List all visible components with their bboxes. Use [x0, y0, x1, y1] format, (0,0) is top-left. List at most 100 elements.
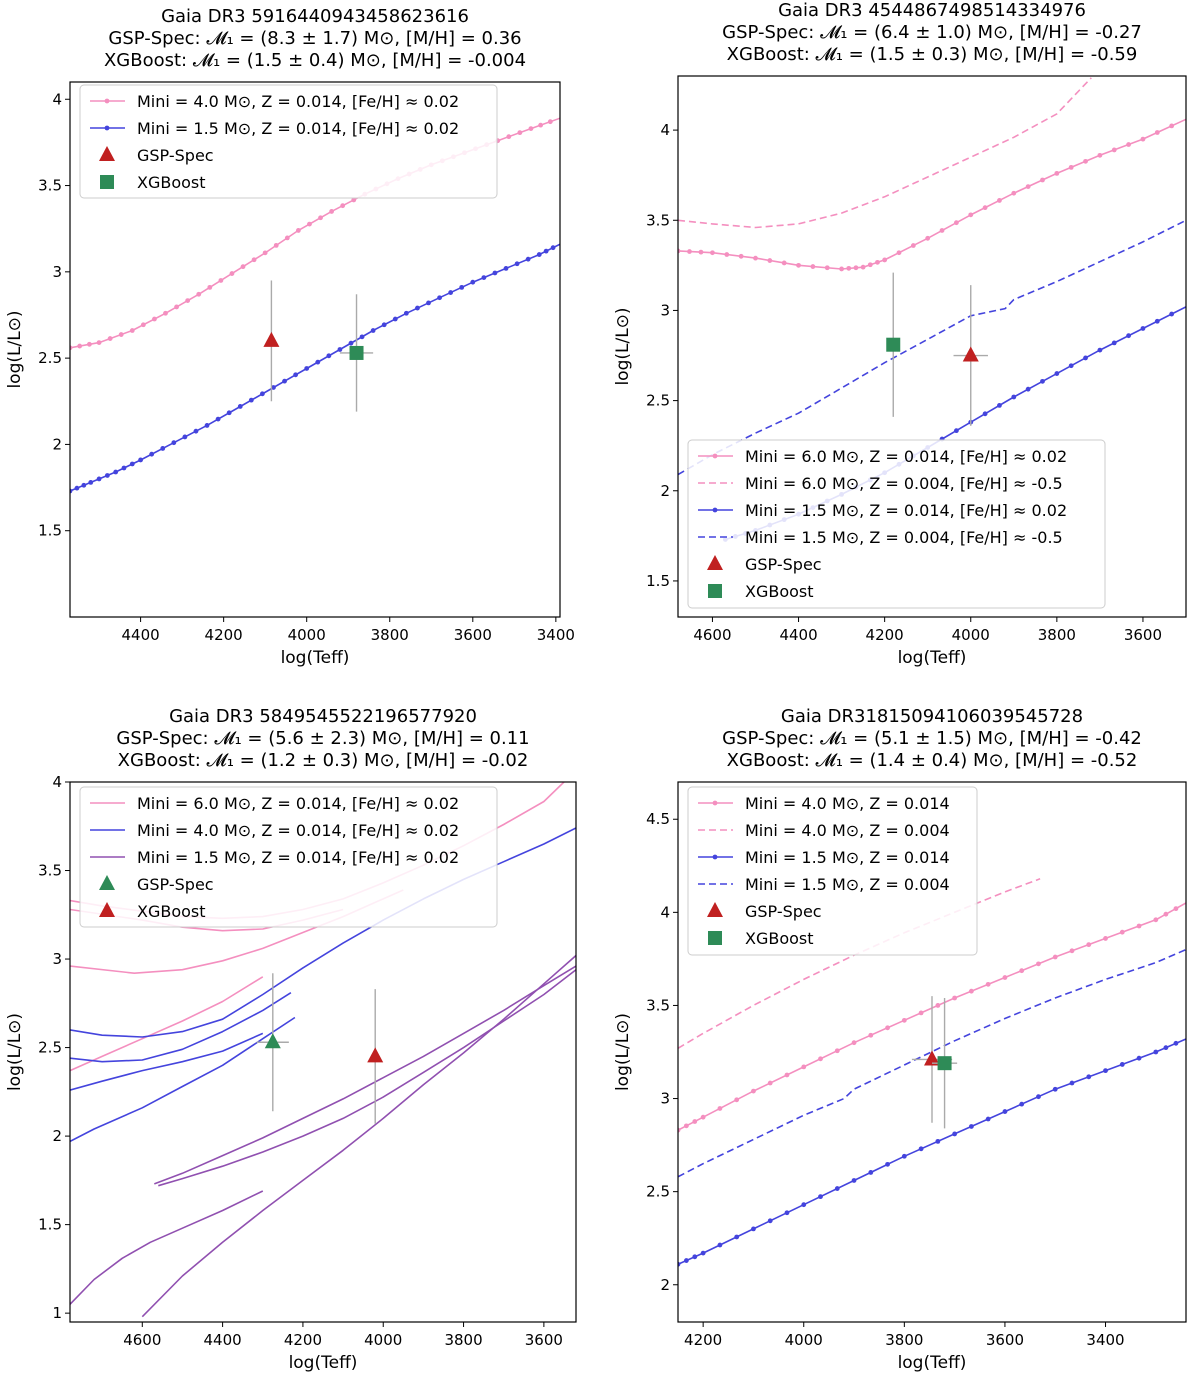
series-marker: [935, 1003, 941, 1008]
series-marker: [1169, 123, 1175, 129]
series-marker: [1036, 961, 1041, 967]
series-marker: [426, 300, 431, 306]
axes-frame: [69, 781, 577, 1323]
series-marker: [1011, 190, 1017, 196]
y-axis-label: log(L/L⊙): [5, 310, 25, 388]
y-tick-label: 1: [52, 1304, 62, 1322]
x-tick-label: 3800: [444, 1331, 482, 1349]
series-marker: [1086, 1074, 1092, 1080]
series-marker: [1054, 170, 1060, 176]
series-marker: [351, 197, 357, 203]
y-tick-label: 4.5: [646, 810, 670, 828]
legend-label: Mini = 6.0 M⊙, Z = 0.014, [Fe/H] ≈ 0.02: [745, 447, 1067, 466]
series-marker: [96, 476, 102, 482]
series-marker: [1025, 386, 1031, 392]
series-marker: [698, 249, 704, 255]
series-marker: [1163, 1045, 1169, 1051]
legend-marker: [712, 507, 718, 513]
legend-square: [708, 584, 722, 598]
series-marker: [867, 262, 873, 268]
chart-title-line: XGBoost: 𝓜₁ = (1.5 ± 0.3) M⊙, [M/H] = -0…: [727, 44, 1138, 65]
series-marker: [982, 411, 988, 417]
series-marker: [1119, 1062, 1125, 1067]
series-marker: [448, 290, 454, 295]
series-marker: [284, 235, 290, 241]
series-marker: [1086, 942, 1092, 948]
series-marker: [1103, 936, 1108, 941]
legend-square: [100, 175, 114, 189]
series-marker: [968, 1124, 974, 1129]
series-line: [678, 948, 1186, 1178]
series-marker: [751, 1226, 756, 1232]
legend-label: XGBoost: [137, 902, 206, 921]
y-tick-label: 2: [52, 435, 62, 453]
legend-triangle: [99, 146, 115, 161]
y-tick-label: 1.5: [646, 572, 670, 590]
extra-track-line: [158, 969, 576, 1187]
series-marker: [801, 1064, 807, 1070]
plot-area: [678, 878, 1186, 1267]
series-marker: [550, 245, 556, 251]
series-marker: [415, 305, 420, 311]
chart-title-line: GSP-Spec: 𝓜₁ = (5.1 ± 1.5) M⊙, [M/H] = -…: [722, 728, 1142, 749]
y-tick-label: 3.5: [38, 177, 62, 195]
series-marker: [392, 316, 398, 322]
legend-label: Mini = 1.5 M⊙, Z = 0.004, [Fe/H] ≈ -0.5: [745, 528, 1063, 547]
legend-label: Mini = 1.5 M⊙, Z = 0.014, [Fe/H] ≈ 0.02: [137, 848, 459, 867]
series-marker: [226, 410, 232, 416]
series-marker: [781, 260, 787, 266]
series-marker: [901, 1153, 907, 1159]
series-marker: [1153, 917, 1159, 923]
legend-label: Mini = 4.0 M⊙, Z = 0.004: [745, 821, 950, 840]
extra-track-line: [70, 1190, 264, 1305]
legend-triangle: [707, 555, 723, 570]
chart-title-line: Gaia DR3 5849545522196577920: [169, 706, 477, 727]
point-triangle: [962, 346, 979, 362]
series-marker: [925, 235, 931, 241]
series-marker: [196, 291, 202, 297]
series-marker: [1103, 1068, 1108, 1074]
x-tick-label: 4000: [952, 626, 990, 644]
series-marker: [1111, 147, 1117, 153]
x-tick-label: 3600: [454, 626, 492, 644]
x-axis-label: log(Teff): [289, 1353, 358, 1373]
legend: Mini = 6.0 M⊙, Z = 0.014, [Fe/H] ≈ 0.02 M…: [687, 439, 1106, 609]
series-line: [678, 1038, 1186, 1266]
series-marker: [751, 1088, 756, 1094]
series-marker: [152, 316, 157, 322]
y-axis-label: log(L/L⊙): [5, 1013, 25, 1091]
series-marker: [514, 261, 520, 267]
legend-triangle: [99, 875, 115, 890]
axes-frame: [677, 75, 1187, 618]
series-marker: [1140, 326, 1146, 331]
series-marker: [129, 461, 135, 467]
extra-track-line: [70, 992, 292, 1063]
series-marker: [160, 446, 166, 451]
y-tick-label: 2.5: [38, 349, 62, 367]
x-tick-label: 4200: [205, 626, 243, 644]
x-tick-label: 4400: [121, 626, 159, 644]
series-marker: [717, 1242, 723, 1248]
x-tick-label: 4000: [364, 1331, 402, 1349]
series-marker: [543, 248, 549, 254]
legend-marker: [712, 800, 718, 806]
series-marker: [403, 310, 409, 316]
chart-title-line: GSP-Spec: 𝓜₁ = (8.3 ± 1.7) M⊙, [M/H] = 0…: [108, 28, 521, 49]
point-triangle: [264, 1033, 281, 1049]
series-marker: [229, 271, 235, 276]
series-marker: [882, 257, 888, 263]
series-marker: [492, 270, 498, 276]
series-marker: [538, 122, 544, 128]
series-marker: [1052, 1086, 1058, 1092]
series-marker: [129, 328, 135, 333]
series-marker: [1040, 378, 1045, 384]
legend-frame: [79, 84, 498, 199]
series-marker: [536, 252, 542, 257]
y-tick-label: 4: [52, 90, 62, 108]
series-line: [678, 118, 1186, 270]
y-tick-label: 4: [52, 773, 62, 791]
legend: Mini = 4.0 M⊙, Z = 0.014 Mini = 4.0 M⊙, Z…: [687, 786, 978, 956]
series-marker: [734, 1234, 740, 1240]
series-marker: [918, 1146, 924, 1152]
series-marker: [1069, 1080, 1075, 1086]
